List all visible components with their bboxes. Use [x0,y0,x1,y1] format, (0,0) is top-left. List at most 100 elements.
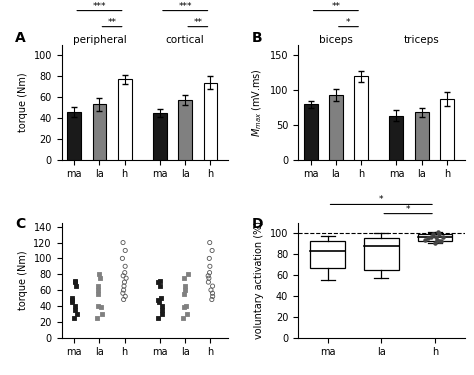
Point [120,287,128,293]
Point [437,238,445,244]
Bar [364,238,399,270]
Point [182,287,189,293]
Y-axis label: torque (Nm): torque (Nm) [18,72,28,132]
Point [435,231,443,237]
Point [94,291,101,297]
Point [208,248,216,254]
Point [205,275,213,281]
Point [439,234,447,240]
Point [181,291,188,297]
Point [431,240,439,246]
Point [69,299,76,305]
Bar [415,112,428,160]
Text: *: * [379,195,383,204]
Text: cortical: cortical [166,35,205,45]
Point [95,271,103,277]
Point [72,307,79,313]
Point [184,271,191,277]
Point [207,287,215,293]
Text: *: * [406,205,410,214]
Point [159,307,166,313]
Text: biceps: biceps [319,35,353,45]
Point [94,303,102,309]
Text: A: A [15,31,26,45]
Bar [118,80,132,160]
Bar [178,100,192,160]
Point [183,311,191,317]
Point [182,283,189,289]
Bar [92,105,106,160]
Point [68,295,76,301]
Point [156,278,164,284]
Point [182,303,190,309]
Point [180,304,188,310]
Point [155,279,162,285]
Point [70,315,77,321]
Point [98,311,106,317]
Point [73,283,80,289]
Bar [440,99,454,160]
Point [73,311,80,317]
Point [206,240,213,246]
Text: **: ** [193,18,202,27]
Point [180,275,187,281]
Point [94,287,101,293]
Point [121,270,128,276]
Point [121,263,129,269]
Point [206,263,214,269]
Point [71,279,79,285]
Point [120,283,128,289]
Point [179,315,187,321]
Text: **: ** [331,2,340,10]
Point [95,283,102,289]
Point [72,278,79,284]
Text: C: C [15,217,25,231]
Point [209,283,216,289]
Y-axis label: voluntary activation (%): voluntary activation (%) [255,221,264,339]
Point [154,315,162,321]
Text: *: * [346,18,351,27]
Bar [418,234,453,240]
Bar [67,112,81,160]
Point [158,311,166,317]
Bar [390,116,403,160]
Bar [329,95,343,160]
Point [424,235,432,241]
Point [209,290,216,296]
Point [121,279,128,285]
Point [436,238,443,244]
Point [71,303,79,309]
Point [155,299,163,305]
Point [118,255,126,261]
Point [157,295,165,301]
Point [427,234,435,240]
Point [122,275,130,281]
Point [205,279,212,285]
Point [421,237,429,243]
Point [120,297,128,303]
Point [433,237,441,243]
Point [209,293,217,299]
Point [93,315,101,321]
Point [208,297,216,303]
Bar [203,82,218,160]
Point [154,297,162,303]
Point [121,248,129,254]
Text: ***: *** [179,2,192,10]
Point [97,304,105,310]
Point [121,293,129,299]
Text: ***: *** [93,2,106,10]
Point [206,255,213,261]
Bar [354,76,368,160]
Y-axis label: torque (Nm): torque (Nm) [18,251,28,310]
Y-axis label: $M_{max}$ (mV.ms): $M_{max}$ (mV.ms) [251,68,264,136]
Text: peripheral: peripheral [73,35,127,45]
Point [119,240,127,246]
Point [96,275,103,281]
Point [158,303,165,309]
Point [206,270,213,276]
Point [432,234,439,240]
Text: triceps: triceps [404,35,439,45]
Text: D: D [251,217,263,231]
Text: B: B [251,31,262,45]
